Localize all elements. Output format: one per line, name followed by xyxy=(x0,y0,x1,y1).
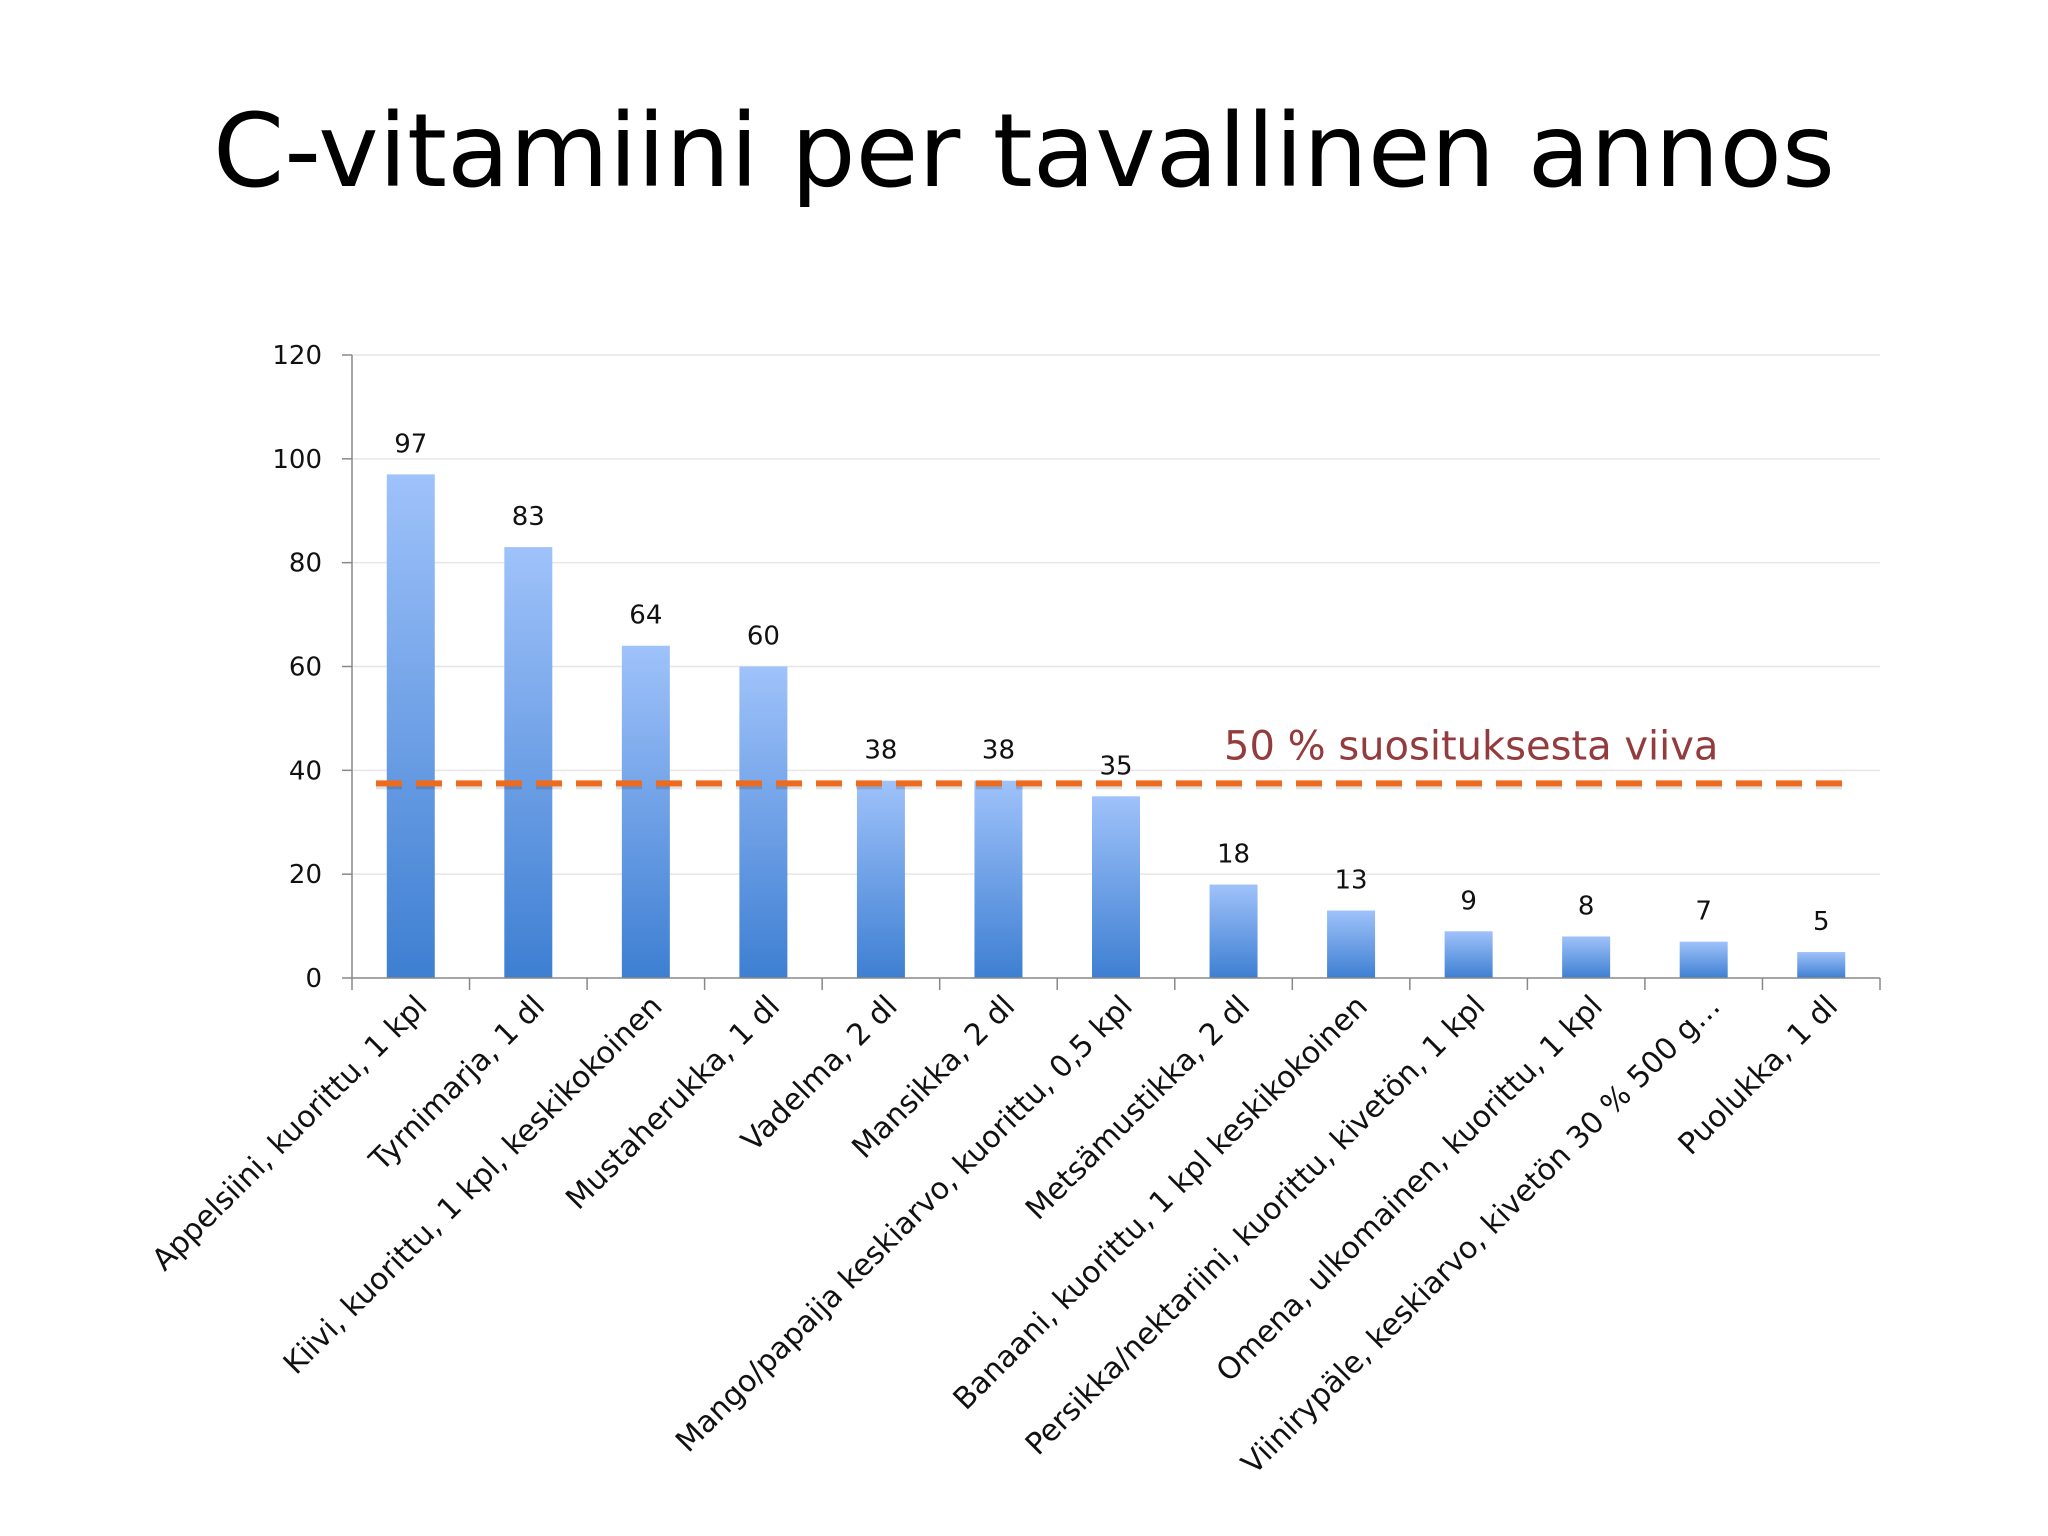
value-label: 38 xyxy=(982,736,1015,766)
value-label: 13 xyxy=(1335,866,1368,896)
value-label: 18 xyxy=(1217,840,1250,870)
bar xyxy=(386,474,435,978)
reference-line-group: 50 % suosituksesta viiva xyxy=(376,723,1850,790)
y-tick-label: 80 xyxy=(289,549,322,579)
category-label: Mustaherukka, 1 dl xyxy=(559,989,787,1217)
value-label: 38 xyxy=(864,736,897,766)
bar xyxy=(1679,941,1728,978)
value-label: 9 xyxy=(1460,886,1477,916)
bar xyxy=(856,780,905,978)
category-label: Banaani, kuorittu, 1 kpl keskikokoinen xyxy=(947,989,1375,1417)
bar xyxy=(621,645,670,978)
value-label: 64 xyxy=(629,601,662,631)
y-tick-label: 20 xyxy=(289,860,322,890)
y-tick-label: 0 xyxy=(305,964,322,994)
value-label: 97 xyxy=(394,429,427,459)
value-label: 35 xyxy=(1099,751,1132,781)
bar xyxy=(504,547,553,978)
bar xyxy=(1092,796,1140,978)
y-tick-label: 100 xyxy=(272,445,322,475)
bar xyxy=(1327,910,1376,978)
bars xyxy=(386,474,1846,978)
bar xyxy=(1444,931,1493,978)
value-label: 8 xyxy=(1578,891,1595,921)
reference-line-label: 50 % suosituksesta viiva xyxy=(1224,723,1718,769)
y-tick-label: 40 xyxy=(289,756,322,786)
axes: 0 20 40 60 80 100 120 xyxy=(272,341,1881,994)
bar xyxy=(1209,884,1258,978)
value-label: 60 xyxy=(747,622,780,652)
chart-title: C-vitamiini per tavallinen annos xyxy=(213,92,1835,211)
bar xyxy=(1562,936,1611,978)
y-tick-label: 120 xyxy=(272,341,322,371)
value-label: 7 xyxy=(1695,897,1712,927)
value-label: 5 xyxy=(1813,907,1830,937)
category-label: Metsämustikka, 2 dl xyxy=(1019,989,1257,1227)
bar xyxy=(974,780,1023,978)
y-tick-label: 60 xyxy=(289,653,322,683)
value-label: 83 xyxy=(512,502,545,532)
bar xyxy=(739,666,788,978)
gridlines xyxy=(352,354,1880,875)
bar xyxy=(1797,952,1846,978)
